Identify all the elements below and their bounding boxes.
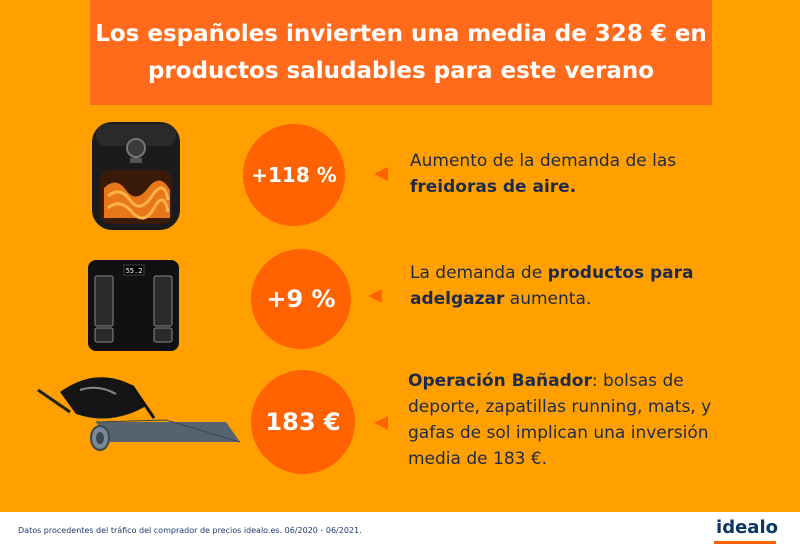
idealo-logo: idealo bbox=[716, 517, 778, 538]
description-text: : bolsas de deporte, zapatillas running,… bbox=[408, 371, 712, 469]
scale-display: 55.2 bbox=[126, 267, 143, 275]
stat-circle-3: 183 € bbox=[251, 370, 355, 474]
bathroom-scale-image: 55.2 bbox=[88, 260, 179, 351]
stat-value: +118 % bbox=[251, 163, 337, 187]
description-3: Operación Bañador: bolsas de deporte, za… bbox=[408, 368, 748, 472]
logo-underline bbox=[714, 541, 776, 544]
stat-circle-2: +9 % bbox=[251, 249, 351, 349]
description-2: La demanda de productos para adelgazar a… bbox=[410, 260, 770, 312]
stat-circle-1: +118 % bbox=[243, 124, 345, 226]
description-text: Aumento de la demanda de las bbox=[410, 151, 677, 171]
title-line-2: productos saludables para este verano bbox=[147, 57, 655, 84]
description-text-end: aumenta. bbox=[504, 289, 592, 309]
description-highlight: Operación Bañador bbox=[408, 371, 592, 391]
footer: Datos procedentes del tráfico del compra… bbox=[0, 512, 800, 550]
stat-value: +9 % bbox=[266, 285, 336, 313]
stat-value: 183 € bbox=[265, 408, 341, 436]
sports-bag-yoga-mat-image bbox=[37, 377, 241, 451]
description-1: Aumento de la demanda de las freidoras d… bbox=[410, 148, 770, 200]
title-banner: Los españoles invierten una media de 328… bbox=[90, 0, 712, 105]
description-text: La demanda de bbox=[410, 263, 548, 283]
air-fryer-image bbox=[92, 122, 180, 230]
source-note: Datos procedentes del tráfico del compra… bbox=[18, 526, 362, 535]
title-line-1: Los españoles invierten una media de 328… bbox=[95, 20, 707, 47]
description-highlight: freidoras de aire. bbox=[410, 177, 577, 197]
pointer-left-icon bbox=[374, 416, 388, 430]
description-highlight: productos para adelgazar bbox=[410, 263, 694, 309]
pointer-left-icon bbox=[368, 289, 382, 303]
pointer-left-icon bbox=[374, 167, 388, 181]
